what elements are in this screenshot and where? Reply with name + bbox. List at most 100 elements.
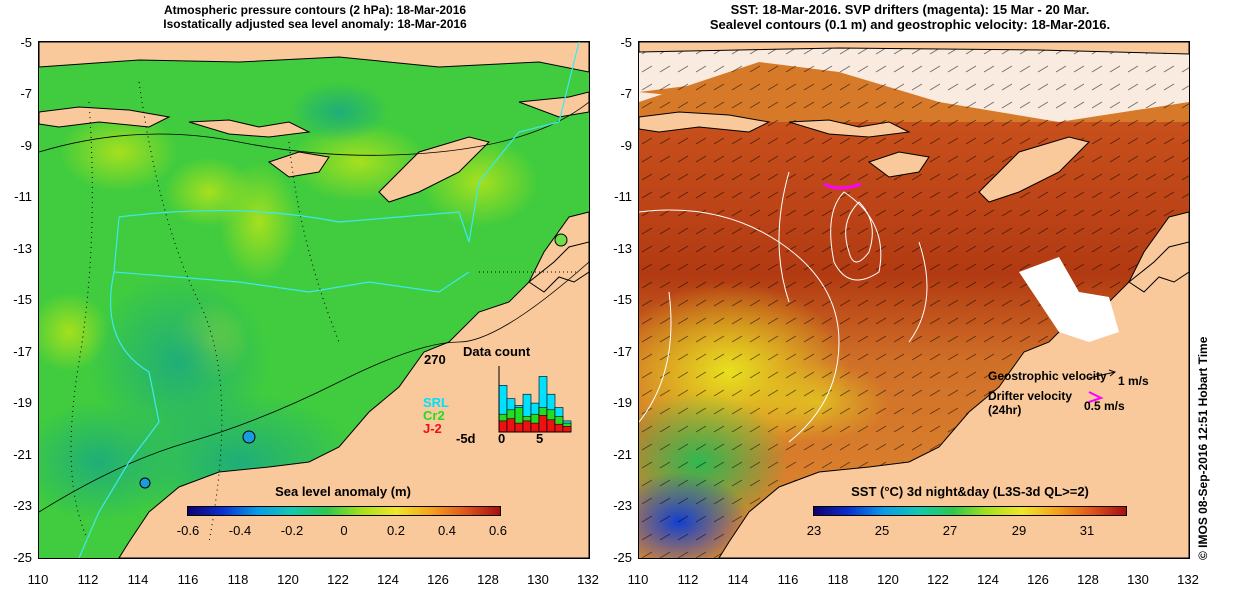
right-xtick: 116	[777, 572, 799, 587]
data-count-axis	[498, 366, 571, 433]
right-ytick: -13	[613, 241, 632, 256]
sumba-island	[267, 151, 330, 178]
data-count-xlabel-end: 5	[536, 431, 544, 446]
right-ytick: -9	[620, 138, 632, 153]
imos-credit: © IMOS 08-Sep-2016 12:51 Hobart Time	[1196, 336, 1210, 560]
left-cb-label: -0.2	[280, 523, 304, 538]
right-ytick: -19	[613, 395, 632, 410]
left-xtick: 114	[127, 572, 149, 587]
data-count-sat-cr2: Cr2	[423, 408, 445, 423]
java-island	[39, 106, 171, 128]
sumba-island	[867, 151, 930, 178]
left-xtick: 116	[177, 572, 199, 587]
right-colorbar	[813, 506, 1127, 516]
data-count-title: Data count	[463, 344, 531, 359]
right-ytick: -5	[620, 35, 632, 50]
right-ytick: -15	[613, 292, 632, 307]
right-xtick: 122	[927, 572, 949, 587]
data-count-bar	[554, 423, 564, 433]
left-xtick: 112	[77, 572, 99, 587]
data-count-max: 270	[424, 352, 446, 367]
right-cb-label: 23	[806, 523, 822, 538]
right-ytick: -17	[613, 344, 632, 359]
station-marker	[139, 477, 151, 489]
left-ytick: -7	[20, 86, 32, 101]
left-xtick: 118	[227, 572, 249, 587]
left-ytick: -19	[13, 395, 32, 410]
left-ytick: -9	[20, 138, 32, 153]
left-cb-label: 0	[340, 523, 348, 538]
left-xtick: 110	[27, 572, 49, 587]
right-ytick: -7	[620, 86, 632, 101]
left-colorbar	[187, 506, 501, 516]
timor-island	[378, 136, 490, 203]
right-ytick: -25	[613, 550, 632, 565]
right-cb-label: 29	[1011, 523, 1027, 538]
data-count-xlabel-start: -5d	[456, 431, 476, 446]
left-xtick: 132	[577, 572, 599, 587]
data-count-sat-srl: SRL	[423, 395, 449, 410]
left-ytick: -17	[13, 344, 32, 359]
left-ytick: -11	[14, 189, 32, 204]
right-cb-label: 31	[1079, 523, 1095, 538]
data-count-bar	[522, 420, 532, 433]
station-marker	[554, 233, 568, 247]
right-colorbar-title: SST (°C) 3d night&day (L3S-3d QL>=2)	[851, 484, 1089, 499]
geo-velocity-scale: 1 m/s	[1118, 374, 1149, 388]
left-colorbar-title: Sea level anomaly (m)	[275, 484, 411, 499]
right-cb-label: 25	[874, 523, 890, 538]
left-ytick: -21	[13, 447, 32, 462]
data-count-bar	[506, 418, 516, 433]
right-xtick: 130	[1127, 572, 1149, 587]
left-map-canvas	[39, 42, 589, 558]
right-xtick: 124	[977, 572, 999, 587]
right-xtick: 128	[1077, 572, 1099, 587]
lesser-sunda-islands	[788, 119, 911, 138]
right-ytick: -21	[613, 447, 632, 462]
left-title-line2: Isostatically adjusted sea level anomaly…	[163, 17, 467, 31]
data-count-bar	[514, 422, 524, 433]
data-count-bar	[546, 419, 556, 433]
right-xtick: 110	[627, 572, 649, 587]
left-ytick: -5	[20, 35, 32, 50]
left-xtick: 120	[277, 572, 299, 587]
left-cb-label: -0.6	[176, 523, 200, 538]
right-map[interactable]	[638, 41, 1190, 559]
australia-landmass	[718, 211, 1189, 558]
drifter-velocity-label: Drifter velocity	[988, 389, 1073, 403]
left-ytick: -13	[13, 241, 32, 256]
right-ytick: -23	[613, 498, 632, 513]
left-map[interactable]	[38, 41, 590, 559]
left-cb-label: 0.2	[386, 523, 406, 538]
data-count-inset	[498, 366, 572, 433]
right-xtick: 118	[827, 572, 849, 587]
left-cb-label: 0.6	[488, 523, 508, 538]
drifter-velocity-arrow	[1088, 391, 1104, 403]
lesser-sunda-islands	[188, 119, 311, 138]
timor-island	[978, 136, 1090, 203]
left-ytick: -25	[13, 550, 32, 565]
right-title-line1: SST: 18-Mar-2016. SVP drifters (magenta)…	[730, 2, 1090, 17]
right-xtick: 120	[877, 572, 899, 587]
station-marker	[242, 430, 256, 444]
drifter-velocity-scale: 0.5 m/s	[1084, 399, 1125, 413]
drifter-track	[823, 182, 862, 190]
geo-velocity-arrow	[1088, 369, 1117, 379]
left-xtick: 124	[377, 572, 399, 587]
data-count-bar	[538, 415, 548, 433]
data-count-sat-j2: J-2	[423, 421, 442, 436]
right-xtick: 114	[727, 572, 749, 587]
java-island	[639, 111, 771, 133]
right-map-canvas	[639, 42, 1189, 558]
right-xtick: 112	[677, 572, 699, 587]
right-xtick: 132	[1177, 572, 1199, 587]
left-title-line1: Atmospheric pressure contours (2 hPa): 1…	[163, 3, 467, 17]
data-count-xlabel-mid: 0	[498, 431, 506, 446]
left-cb-label: 0.4	[437, 523, 457, 538]
left-xtick: 128	[477, 572, 499, 587]
left-xtick: 130	[527, 572, 549, 587]
right-xtick: 126	[1027, 572, 1049, 587]
geo-velocity-label: Geostrophic velocity	[988, 369, 1107, 383]
data-count-bar	[562, 426, 572, 433]
left-ytick: -15	[13, 292, 32, 307]
